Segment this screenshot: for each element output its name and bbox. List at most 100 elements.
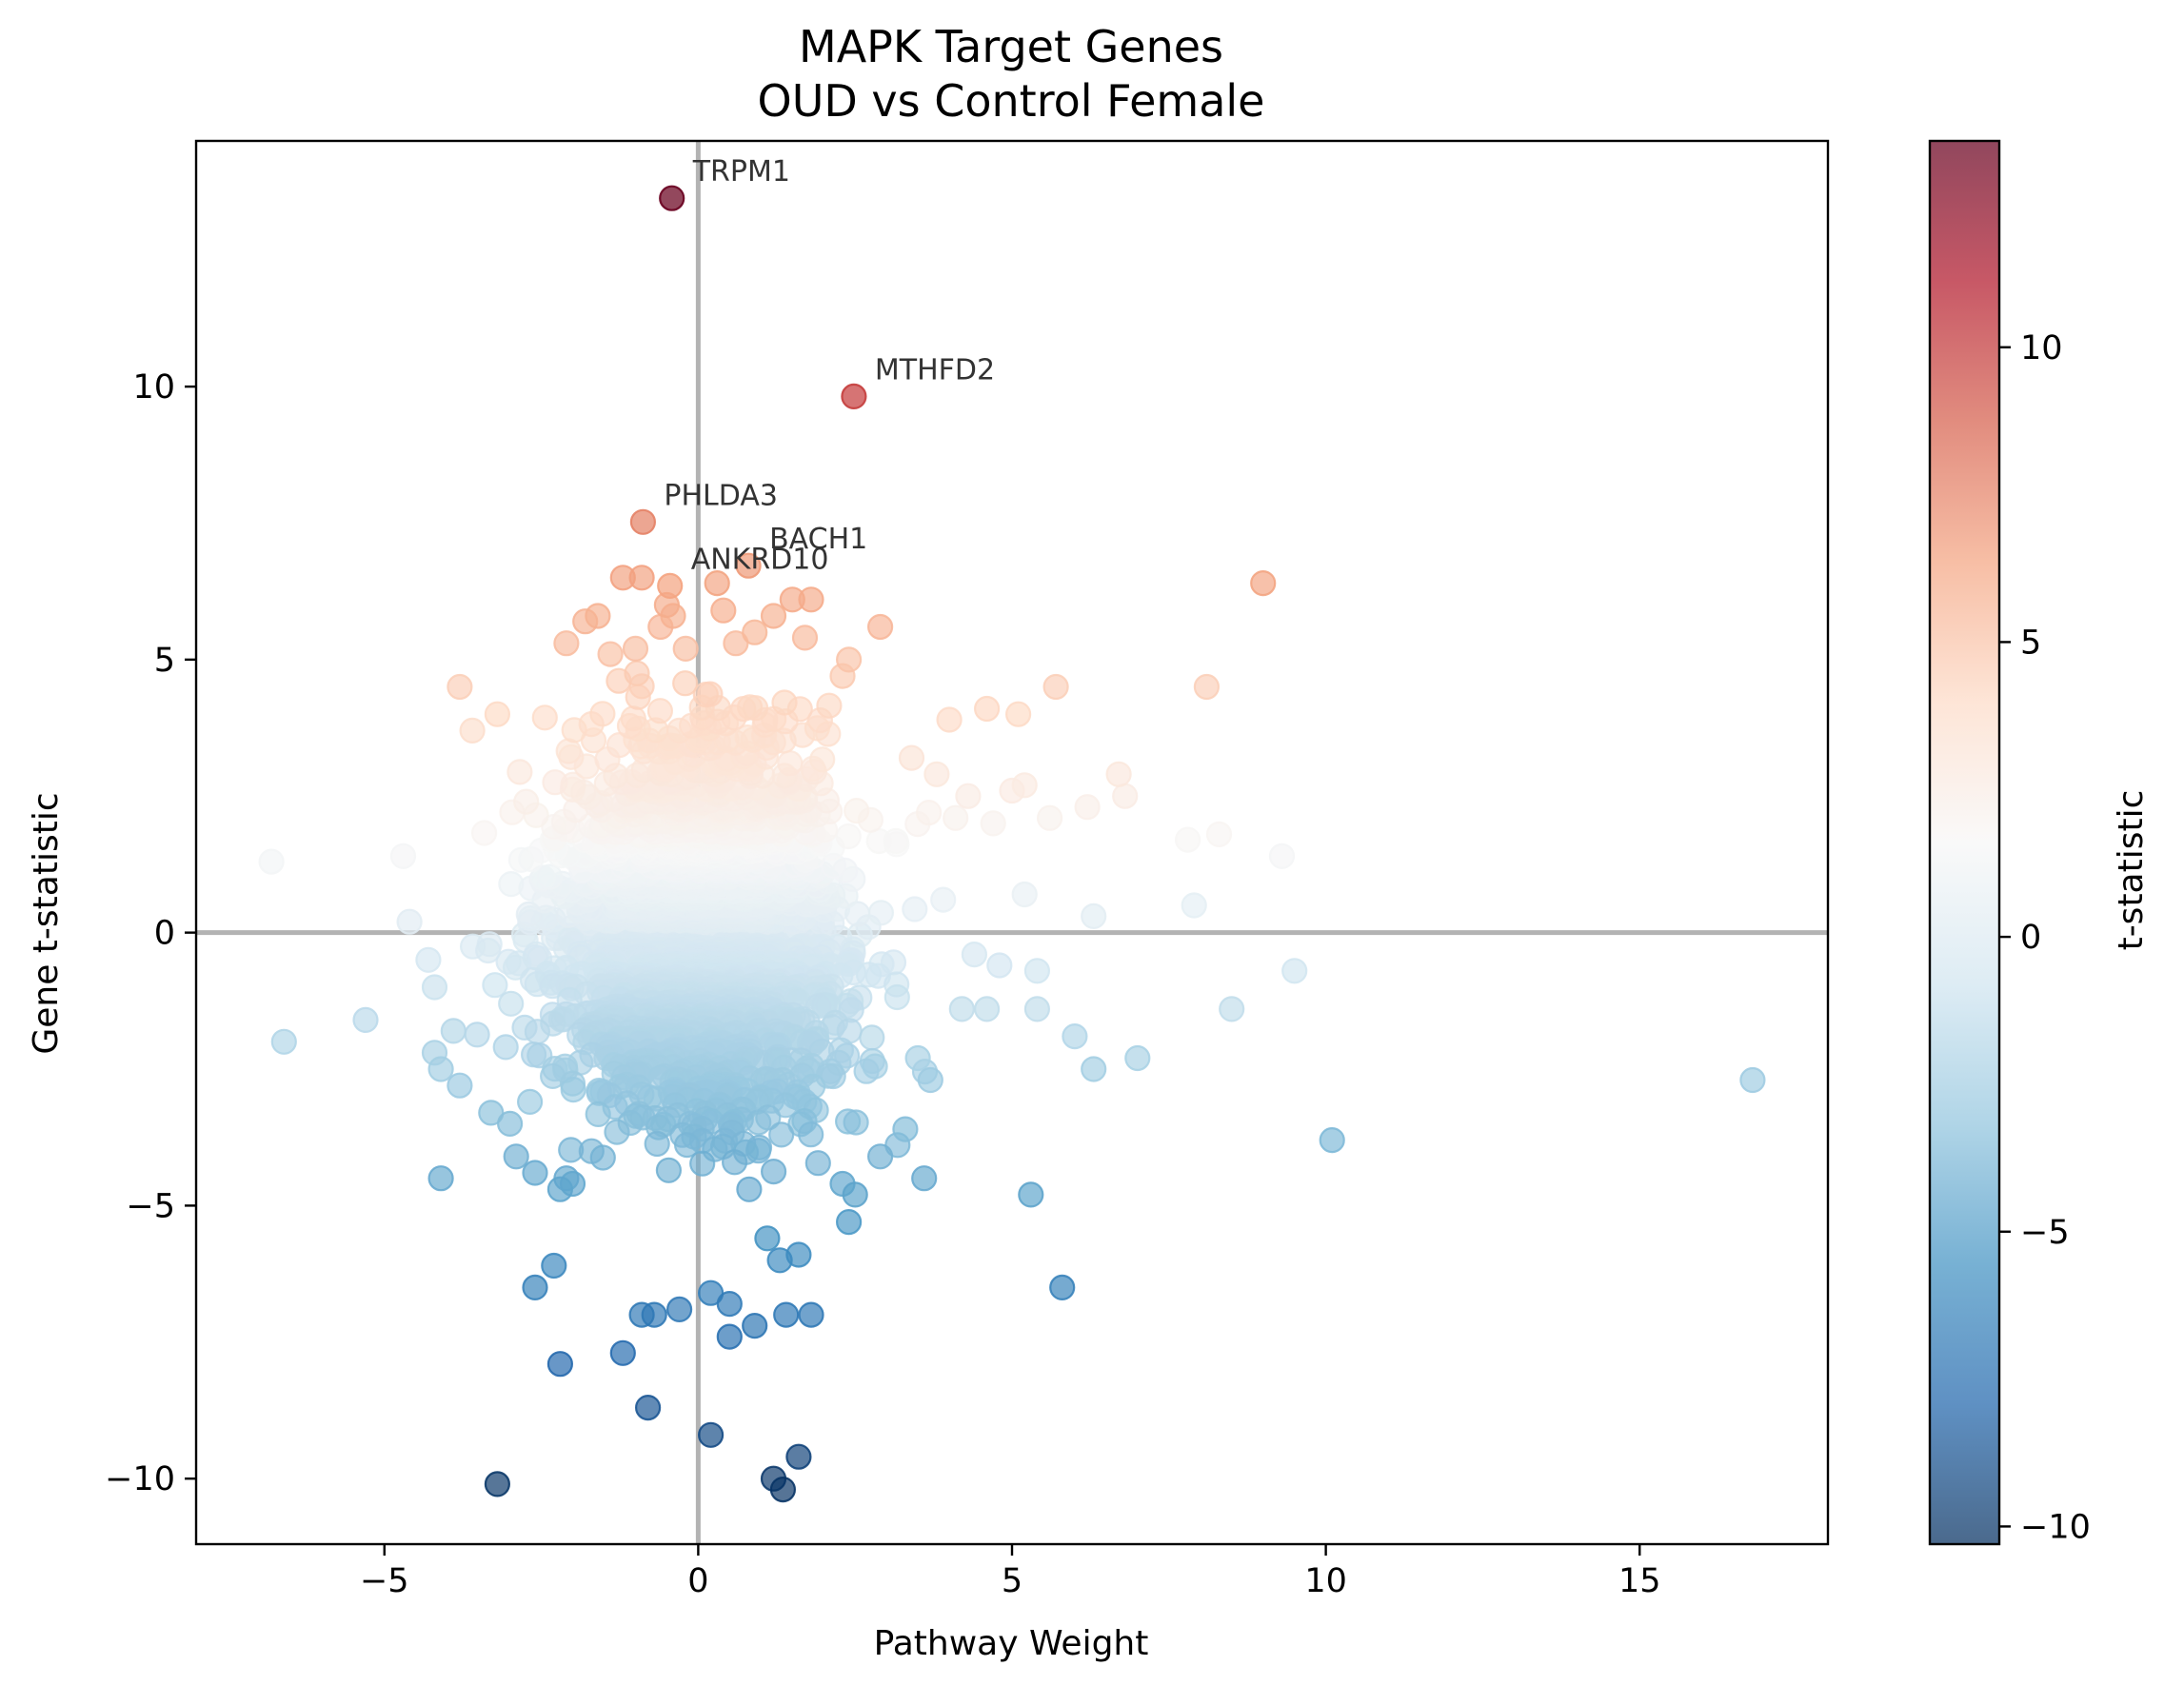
- data-point: [842, 1181, 868, 1208]
- data-point: [760, 1158, 787, 1185]
- data-point: [923, 761, 950, 787]
- colorbar-gradient: [1930, 141, 1999, 1544]
- x-axis-label: Pathway Weight: [874, 1624, 1149, 1663]
- data-point: [672, 670, 699, 697]
- data-point: [1036, 804, 1063, 831]
- data-point: [415, 946, 442, 973]
- data-point: [1112, 783, 1139, 809]
- data-point: [943, 804, 969, 831]
- data-point: [464, 1022, 490, 1048]
- data-point: [585, 603, 611, 629]
- data-point: [884, 983, 910, 1011]
- data-point: [522, 1160, 548, 1186]
- data-point: [421, 974, 448, 1001]
- data-point: [589, 701, 616, 727]
- labeled-data-point: [657, 572, 684, 600]
- x-tick-label: −5: [360, 1562, 409, 1600]
- data-point: [524, 1019, 551, 1045]
- data-point: [915, 799, 943, 826]
- data-point: [498, 870, 525, 898]
- data-point: [484, 1471, 511, 1498]
- data-point: [541, 1252, 567, 1279]
- point-annotation: TRPM1: [692, 155, 790, 188]
- data-point: [835, 646, 863, 673]
- data-point: [859, 1024, 885, 1051]
- data-point: [634, 1394, 662, 1421]
- data-point: [816, 692, 843, 719]
- data-point: [542, 769, 568, 796]
- data-point: [769, 1476, 797, 1503]
- data-point: [689, 1150, 716, 1177]
- data-point: [835, 1208, 863, 1236]
- data-point: [624, 660, 650, 686]
- data-point: [1219, 996, 1245, 1022]
- data-point: [482, 972, 508, 999]
- x-tick-label: 0: [687, 1562, 708, 1600]
- data-point: [672, 635, 699, 663]
- data-point: [673, 1131, 701, 1159]
- colorbar-tick-label: 10: [2020, 329, 2063, 367]
- data-point: [844, 797, 870, 824]
- data-point: [1011, 881, 1038, 908]
- data-point: [440, 1018, 467, 1044]
- data-point: [1739, 1066, 1766, 1094]
- data-point: [1250, 569, 1277, 597]
- chart-subtitle: OUD vs Control Female: [758, 75, 1265, 127]
- colorbar-tick-label: −10: [2020, 1508, 2091, 1546]
- data-point: [589, 1144, 616, 1171]
- data-point: [721, 1149, 748, 1176]
- data-point: [723, 630, 749, 657]
- data-point: [867, 900, 895, 926]
- data-point: [866, 613, 894, 641]
- data-point: [585, 1101, 611, 1128]
- data-point: [459, 717, 486, 744]
- colorbar-label: t-statistic: [2112, 790, 2151, 951]
- data-point: [930, 886, 957, 913]
- data-point: [820, 1062, 846, 1090]
- data-point: [1174, 826, 1201, 853]
- data-point: [1081, 903, 1107, 930]
- data-point: [1268, 843, 1296, 869]
- data-point: [754, 1225, 781, 1252]
- y-tick-label: 0: [154, 915, 175, 953]
- data-point: [866, 1143, 894, 1170]
- data-point: [258, 848, 285, 875]
- y-tick-label: −5: [126, 1187, 175, 1225]
- data-point: [936, 706, 963, 733]
- data-point: [496, 1110, 524, 1138]
- data-point: [804, 1150, 831, 1177]
- data-point: [771, 689, 798, 716]
- data-point: [1023, 958, 1051, 984]
- data-point: [955, 783, 982, 809]
- point-annotation: BACH1: [769, 523, 867, 556]
- labeled-data-point: [841, 383, 867, 409]
- data-point: [1081, 1056, 1107, 1082]
- data-point: [522, 1274, 548, 1301]
- data-point: [506, 759, 533, 785]
- data-point: [622, 635, 649, 663]
- data-point: [478, 1100, 505, 1126]
- data-point: [1205, 821, 1233, 848]
- y-tick-label: −10: [105, 1460, 175, 1498]
- x-axis-ticks: −5 0 5 10 15: [360, 1544, 1661, 1600]
- data-point: [798, 1301, 824, 1328]
- data-point: [1018, 1181, 1044, 1208]
- labeled-data-point: [735, 552, 762, 579]
- data-point: [961, 941, 988, 968]
- data-point: [560, 1076, 586, 1103]
- data-point: [531, 704, 558, 731]
- data-point: [447, 673, 473, 701]
- data-point: [447, 1072, 473, 1099]
- colorbar-tick-label: 0: [2020, 919, 2041, 957]
- data-point: [553, 630, 580, 657]
- data-point: [492, 1034, 519, 1061]
- data-point: [911, 1165, 938, 1192]
- data-point: [798, 1121, 824, 1148]
- data-points: [258, 185, 1766, 1503]
- data-point: [604, 1119, 630, 1145]
- data-point: [1124, 1044, 1151, 1072]
- data-point: [546, 1176, 574, 1202]
- x-tick-label: 15: [1618, 1562, 1661, 1600]
- data-point: [646, 698, 674, 724]
- data-point: [1004, 701, 1032, 727]
